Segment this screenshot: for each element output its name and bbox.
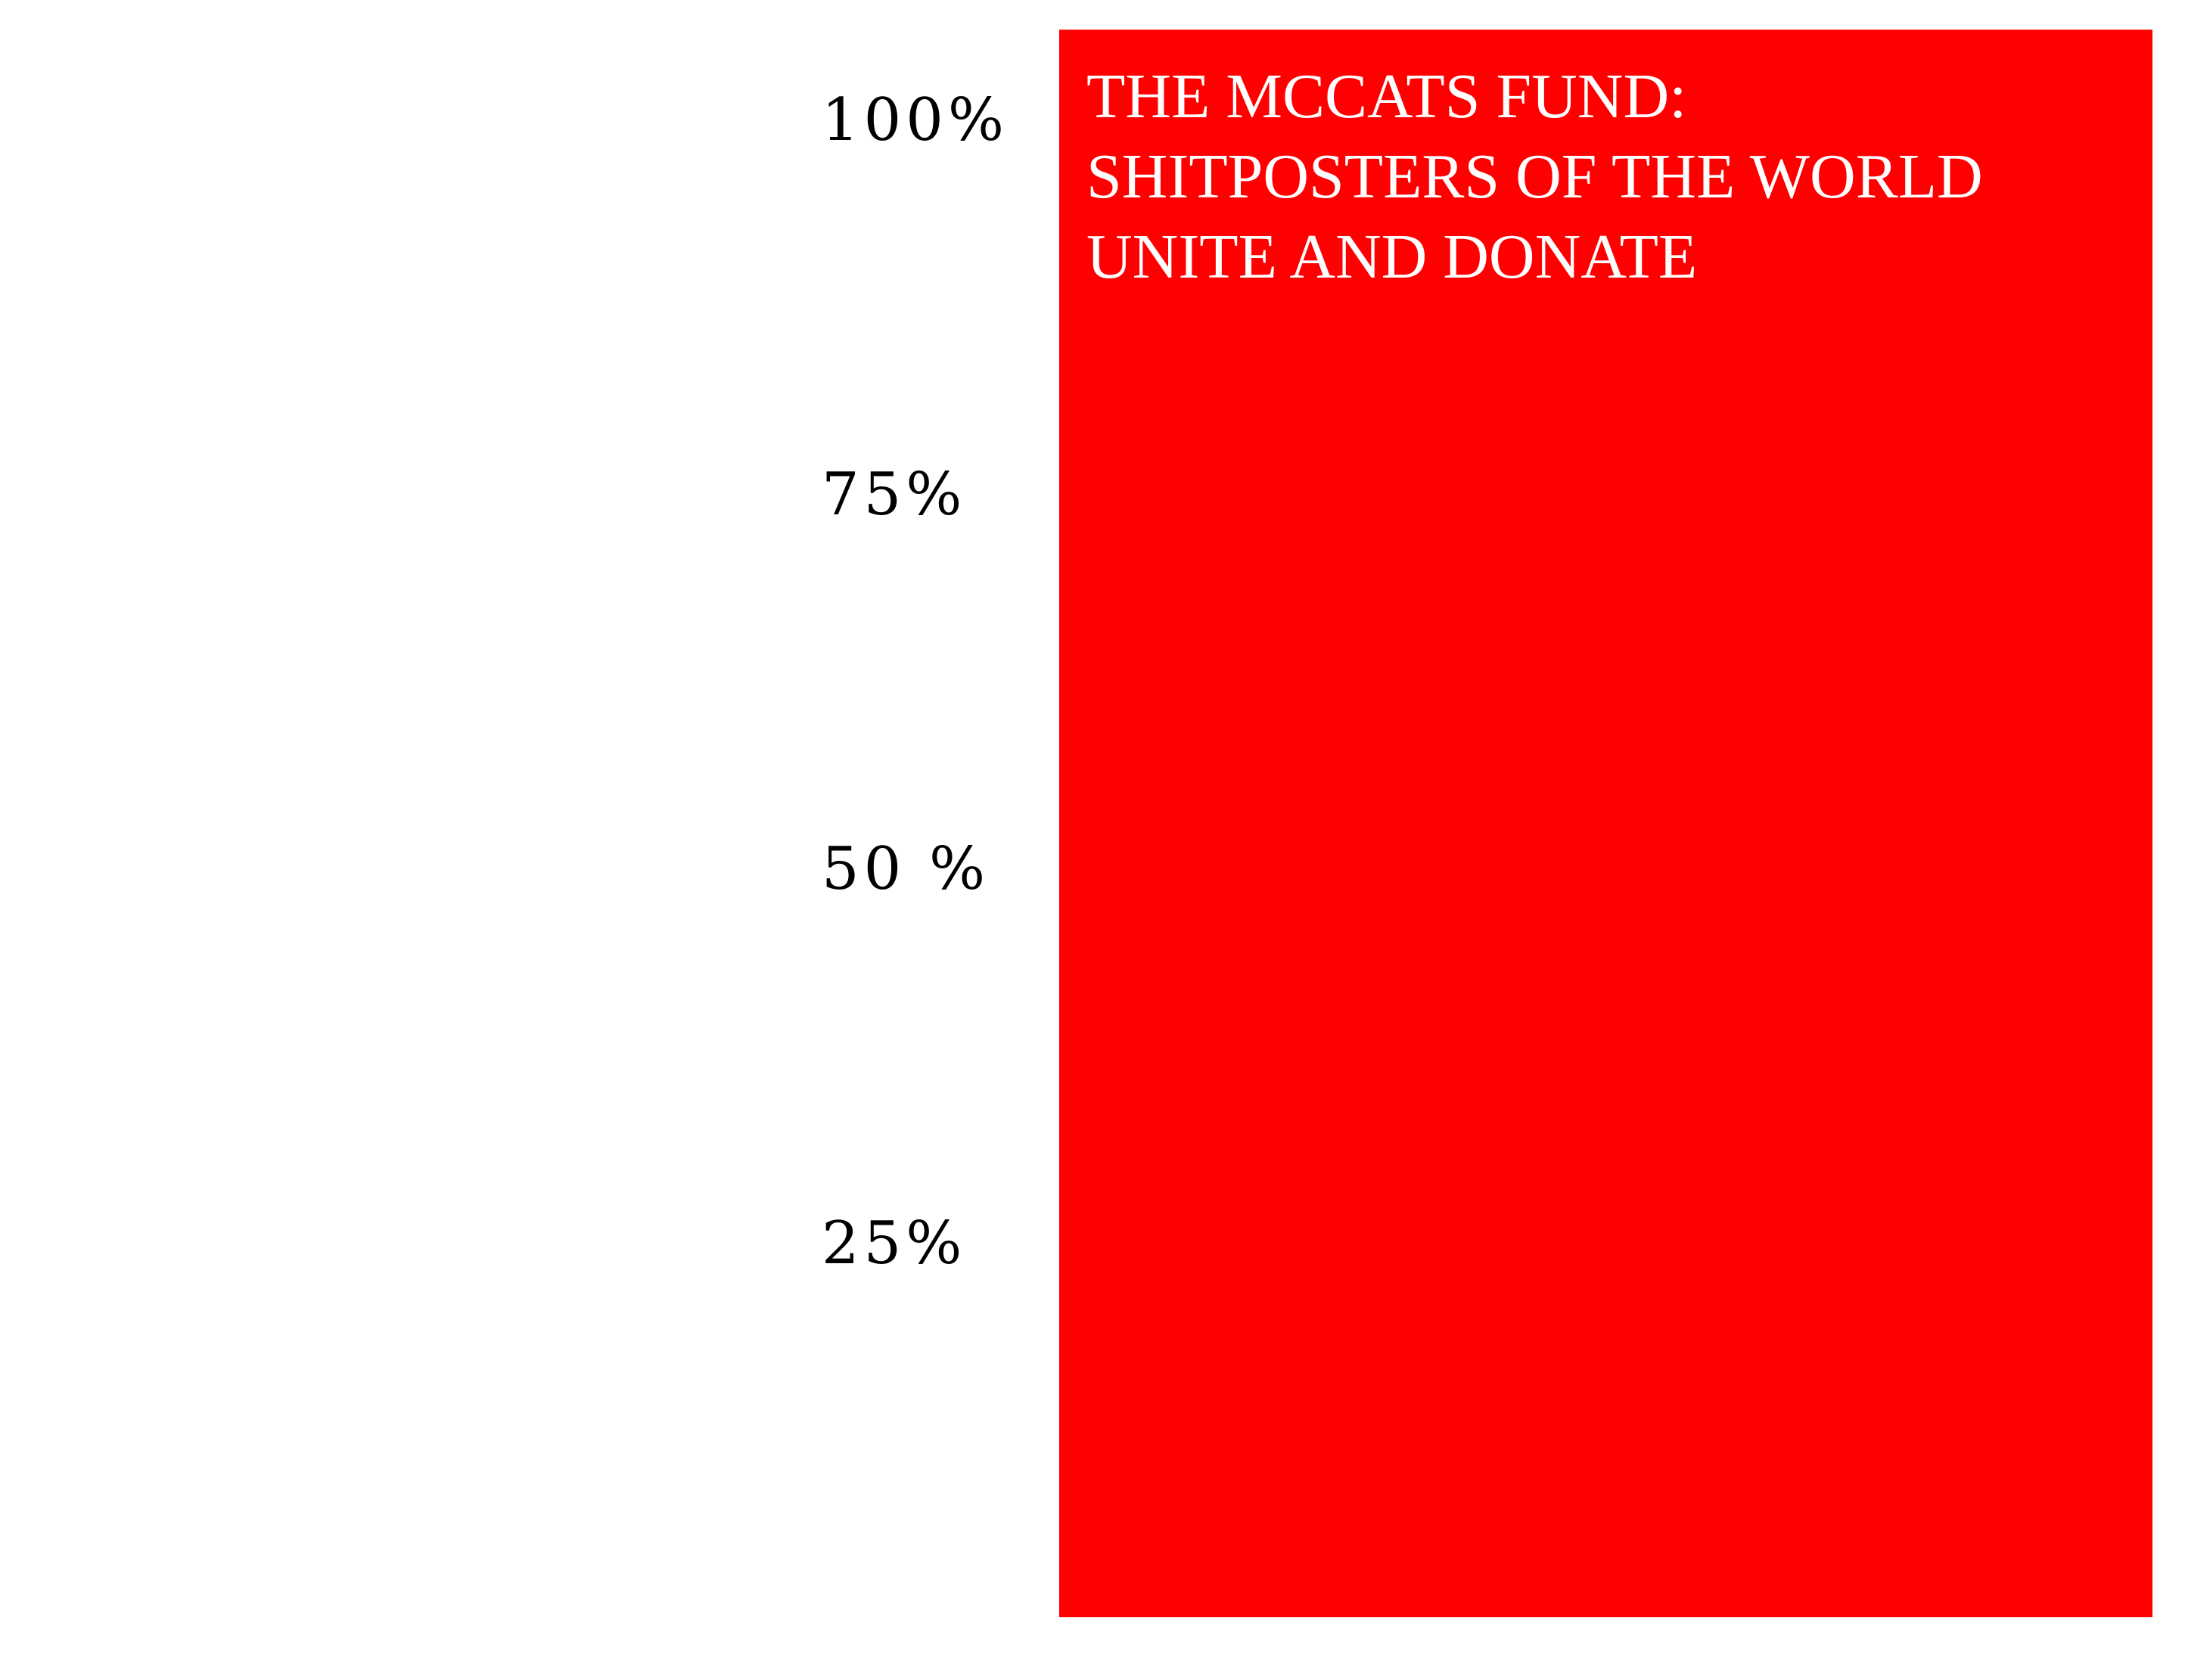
tick-label-25: 25%: [822, 1210, 966, 1278]
bar-title-line-2: SHITPOSTERS OF THE WORLD: [1086, 141, 1983, 212]
bar-title: THE MCCATS FUND: SHITPOSTERS OF THE WORL…: [1086, 61, 1983, 292]
y-axis-tick-labels: 100% 75% 50 % 25%: [822, 86, 1009, 1278]
tick-label-50: 50 %: [822, 835, 990, 903]
bar-title-line-3: UNITE AND DONATE: [1086, 222, 1697, 292]
tick-label-100: 100%: [822, 86, 1009, 154]
progress-bar: [1059, 30, 2152, 1618]
tick-label-75: 75%: [822, 461, 966, 529]
bar-title-line-1: THE MCCATS FUND:: [1086, 61, 1686, 132]
